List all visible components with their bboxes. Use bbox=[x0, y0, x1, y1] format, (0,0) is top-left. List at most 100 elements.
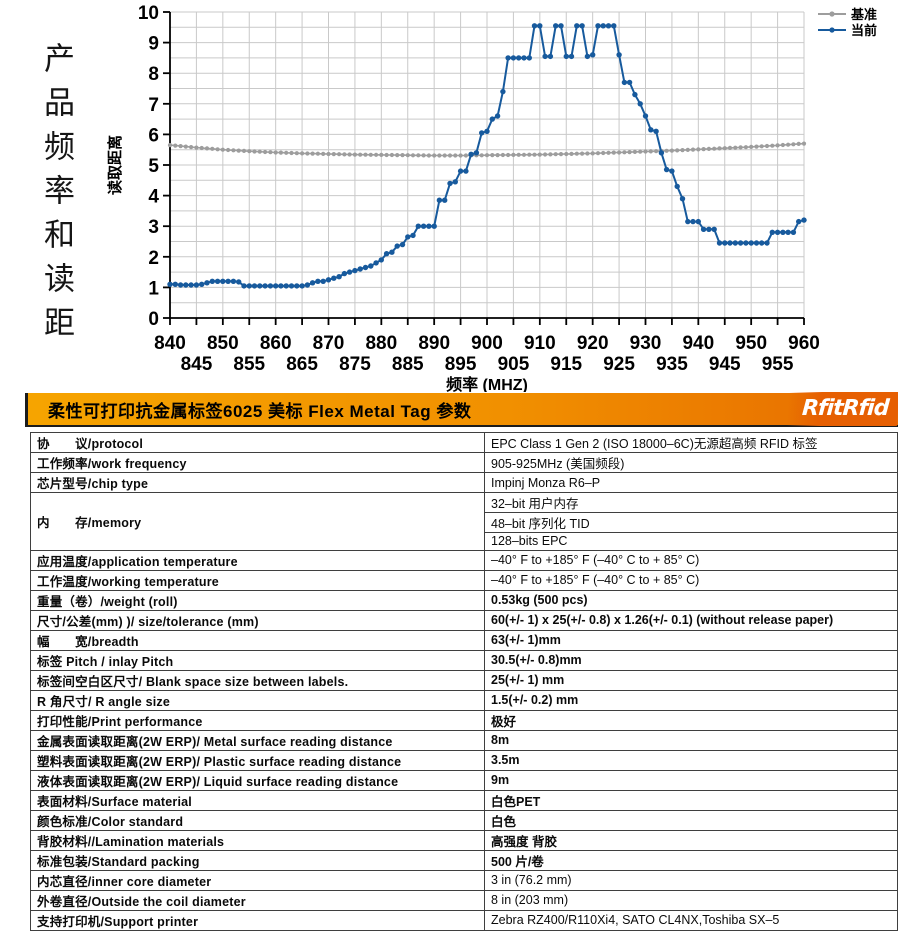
spec-value: 3.5m bbox=[484, 749, 898, 771]
spec-label: 协 议/protocol bbox=[30, 432, 485, 453]
svg-text:840: 840 bbox=[154, 333, 186, 354]
spec-label: 应用温度/application temperature bbox=[30, 549, 485, 571]
spec-value: 8m bbox=[484, 729, 898, 751]
svg-text:850: 850 bbox=[207, 333, 239, 354]
table-row: 金属表面读取距离(2W ERP)/ Metal surface reading … bbox=[30, 729, 898, 751]
spec-value: 8 in (203 mm) bbox=[484, 889, 898, 911]
spec-label: R 角尺寸/ R angle size bbox=[30, 689, 485, 711]
table-row: 打印性能/Print performance 极好 bbox=[30, 709, 898, 731]
legend-item-baseline: 基准 bbox=[818, 7, 877, 22]
svg-text:2: 2 bbox=[148, 248, 159, 269]
table-row: 塑料表面读取距离(2W ERP)/ Plastic surface readin… bbox=[30, 749, 898, 771]
svg-text:935: 935 bbox=[656, 354, 688, 375]
legend-item-current: 当前 bbox=[818, 23, 877, 38]
svg-text:930: 930 bbox=[630, 333, 662, 354]
table-row: 标签 Pitch / inlay Pitch 30.5(+/- 0.8)mm bbox=[30, 649, 898, 671]
svg-text:910: 910 bbox=[524, 333, 556, 354]
spec-label: 液体表面读取距离(2W ERP)/ Liquid surface reading… bbox=[30, 769, 485, 791]
brand-logo: RfitRfid bbox=[786, 392, 898, 426]
spec-value: 60(+/- 1) x 25(+/- 0.8) x 1.26(+/- 0.1) … bbox=[484, 609, 898, 631]
spec-label: 标签间空白区尺寸/ Blank space size between label… bbox=[30, 669, 485, 691]
svg-text:895: 895 bbox=[445, 354, 477, 375]
spec-value: 30.5(+/- 0.8)mm bbox=[484, 649, 898, 671]
spec-value: 白色 bbox=[484, 809, 898, 831]
spec-value: 32–bit 用户内存 bbox=[484, 492, 898, 513]
spec-label: 重量（卷）/weight (roll) bbox=[30, 589, 485, 611]
svg-text:4: 4 bbox=[148, 187, 159, 208]
spec-label: 塑料表面读取距离(2W ERP)/ Plastic surface readin… bbox=[30, 749, 485, 771]
table-row: 幅 宽/breadth 63(+/- 1)mm bbox=[30, 629, 898, 651]
svg-text:6: 6 bbox=[148, 125, 159, 146]
svg-text:10: 10 bbox=[138, 3, 159, 24]
series-baseline bbox=[167, 141, 807, 158]
spec-label: 工作温度/working temperature bbox=[30, 569, 485, 591]
spec-value: 905-925MHz (美国频段) bbox=[484, 452, 898, 473]
spec-label: 工作频率/work frequency bbox=[30, 452, 485, 473]
svg-text:945: 945 bbox=[709, 354, 741, 375]
table-row: 应用温度/application temperature –40° F to +1… bbox=[30, 549, 898, 571]
spec-value: Zebra RZ400/R110Xi4, SATO CL4NX,Toshiba … bbox=[484, 909, 898, 931]
table-row: 标准包装/Standard packing 500 片/卷 bbox=[30, 849, 898, 871]
spec-value: 高强度 背胶 bbox=[484, 829, 898, 851]
spec-label: 幅 宽/breadth bbox=[30, 629, 485, 651]
svg-text:885: 885 bbox=[392, 354, 424, 375]
frequency-distance-chart: 0 1 2 3 4 5 6 7 8 9 10 840 850 860 870 880 890 900 910 920 9… bbox=[0, 0, 898, 394]
svg-text:855: 855 bbox=[233, 354, 265, 375]
svg-text:925: 925 bbox=[603, 354, 635, 375]
svg-text:3: 3 bbox=[148, 217, 159, 238]
spec-value: –40° F to +185° F (–40° C to + 85° C) bbox=[484, 549, 898, 571]
product-side-label: 产品频率和读距 bbox=[38, 42, 74, 350]
gridlines bbox=[170, 11, 805, 318]
table-row: 尺寸/公差(mm) )/ size/tolerance (mm) 60(+/- 1… bbox=[30, 609, 898, 631]
banner-title: 柔性可打印抗金属标签6025 美标 Flex Metal Tag 参数 bbox=[48, 401, 472, 421]
x-axis-ticks: 840 850 860 870 880 890 900 910 920 930 940 950 960 8… bbox=[154, 318, 820, 375]
svg-text:900: 900 bbox=[471, 333, 503, 354]
svg-text:当前: 当前 bbox=[851, 23, 877, 38]
spec-value: Impinj Monza R6–P bbox=[484, 472, 898, 493]
spec-value: 极好 bbox=[484, 709, 898, 731]
table-row: 内 存/memory 32–bit 用户内存 bbox=[30, 492, 898, 551]
table-row: 48–bit 序列化 TID bbox=[31, 512, 898, 533]
table-row: 液体表面读取距离(2W ERP)/ Liquid surface reading… bbox=[30, 769, 898, 791]
svg-text:905: 905 bbox=[498, 354, 530, 375]
svg-text:7: 7 bbox=[148, 95, 159, 116]
svg-text:890: 890 bbox=[418, 333, 450, 354]
spec-label: 表面材料/Surface material bbox=[30, 789, 485, 811]
svg-text:960: 960 bbox=[788, 333, 820, 354]
spec-label: 标签 Pitch / inlay Pitch bbox=[30, 649, 485, 671]
table-row: 表面材料/Surface material 白色PET bbox=[30, 789, 898, 811]
table-row: 内芯直径/inner core diameter 3 in (76.2 mm) bbox=[30, 869, 898, 891]
x-axis-title: 频率 (MHZ) bbox=[446, 375, 528, 392]
svg-text:845: 845 bbox=[181, 354, 213, 375]
svg-text:955: 955 bbox=[762, 354, 794, 375]
svg-text:0: 0 bbox=[148, 309, 159, 330]
svg-text:870: 870 bbox=[313, 333, 345, 354]
table-row: 协 议/protocol EPC Class 1 Gen 2 (ISO 18000… bbox=[30, 432, 898, 453]
svg-text:860: 860 bbox=[260, 333, 292, 354]
spec-label: 打印性能/Print performance bbox=[30, 709, 485, 731]
spec-value: 0.53kg (500 pcs) bbox=[484, 589, 898, 611]
spec-label: 颜色标准/Color standard bbox=[30, 809, 485, 831]
spec-label: 背胶材料//Lamination materials bbox=[30, 829, 485, 851]
svg-text:5: 5 bbox=[148, 156, 159, 177]
table-row: 标签间空白区尺寸/ Blank space size between label… bbox=[30, 669, 898, 691]
y-axis-title: 读取距离 bbox=[106, 135, 124, 195]
svg-text:880: 880 bbox=[365, 333, 397, 354]
spec-value: 白色PET bbox=[484, 789, 898, 811]
table-row: 重量（卷）/weight (roll) 0.53kg (500 pcs) bbox=[30, 589, 898, 611]
table-row: 支持打印机/Support printer Zebra RZ400/R110Xi4… bbox=[30, 909, 898, 931]
svg-text:865: 865 bbox=[286, 354, 318, 375]
spec-label: 金属表面读取距离(2W ERP)/ Metal surface reading … bbox=[30, 729, 485, 751]
spec-value: 25(+/- 1) mm bbox=[484, 669, 898, 691]
svg-text:875: 875 bbox=[339, 354, 371, 375]
spec-table: 协 议/protocol EPC Class 1 Gen 2 (ISO 18000… bbox=[30, 432, 898, 931]
spec-value: 63(+/- 1)mm bbox=[484, 629, 898, 651]
table-row: 芯片型号/chip type Impinj Monza R6–P bbox=[30, 472, 898, 493]
svg-text:950: 950 bbox=[735, 333, 767, 354]
svg-text:8: 8 bbox=[148, 64, 159, 85]
y-axis-ticks: 0 1 2 3 4 5 6 7 8 9 10 bbox=[138, 3, 170, 330]
spec-label: 芯片型号/chip type bbox=[30, 472, 485, 493]
spec-label: 支持打印机/Support printer bbox=[30, 909, 485, 931]
